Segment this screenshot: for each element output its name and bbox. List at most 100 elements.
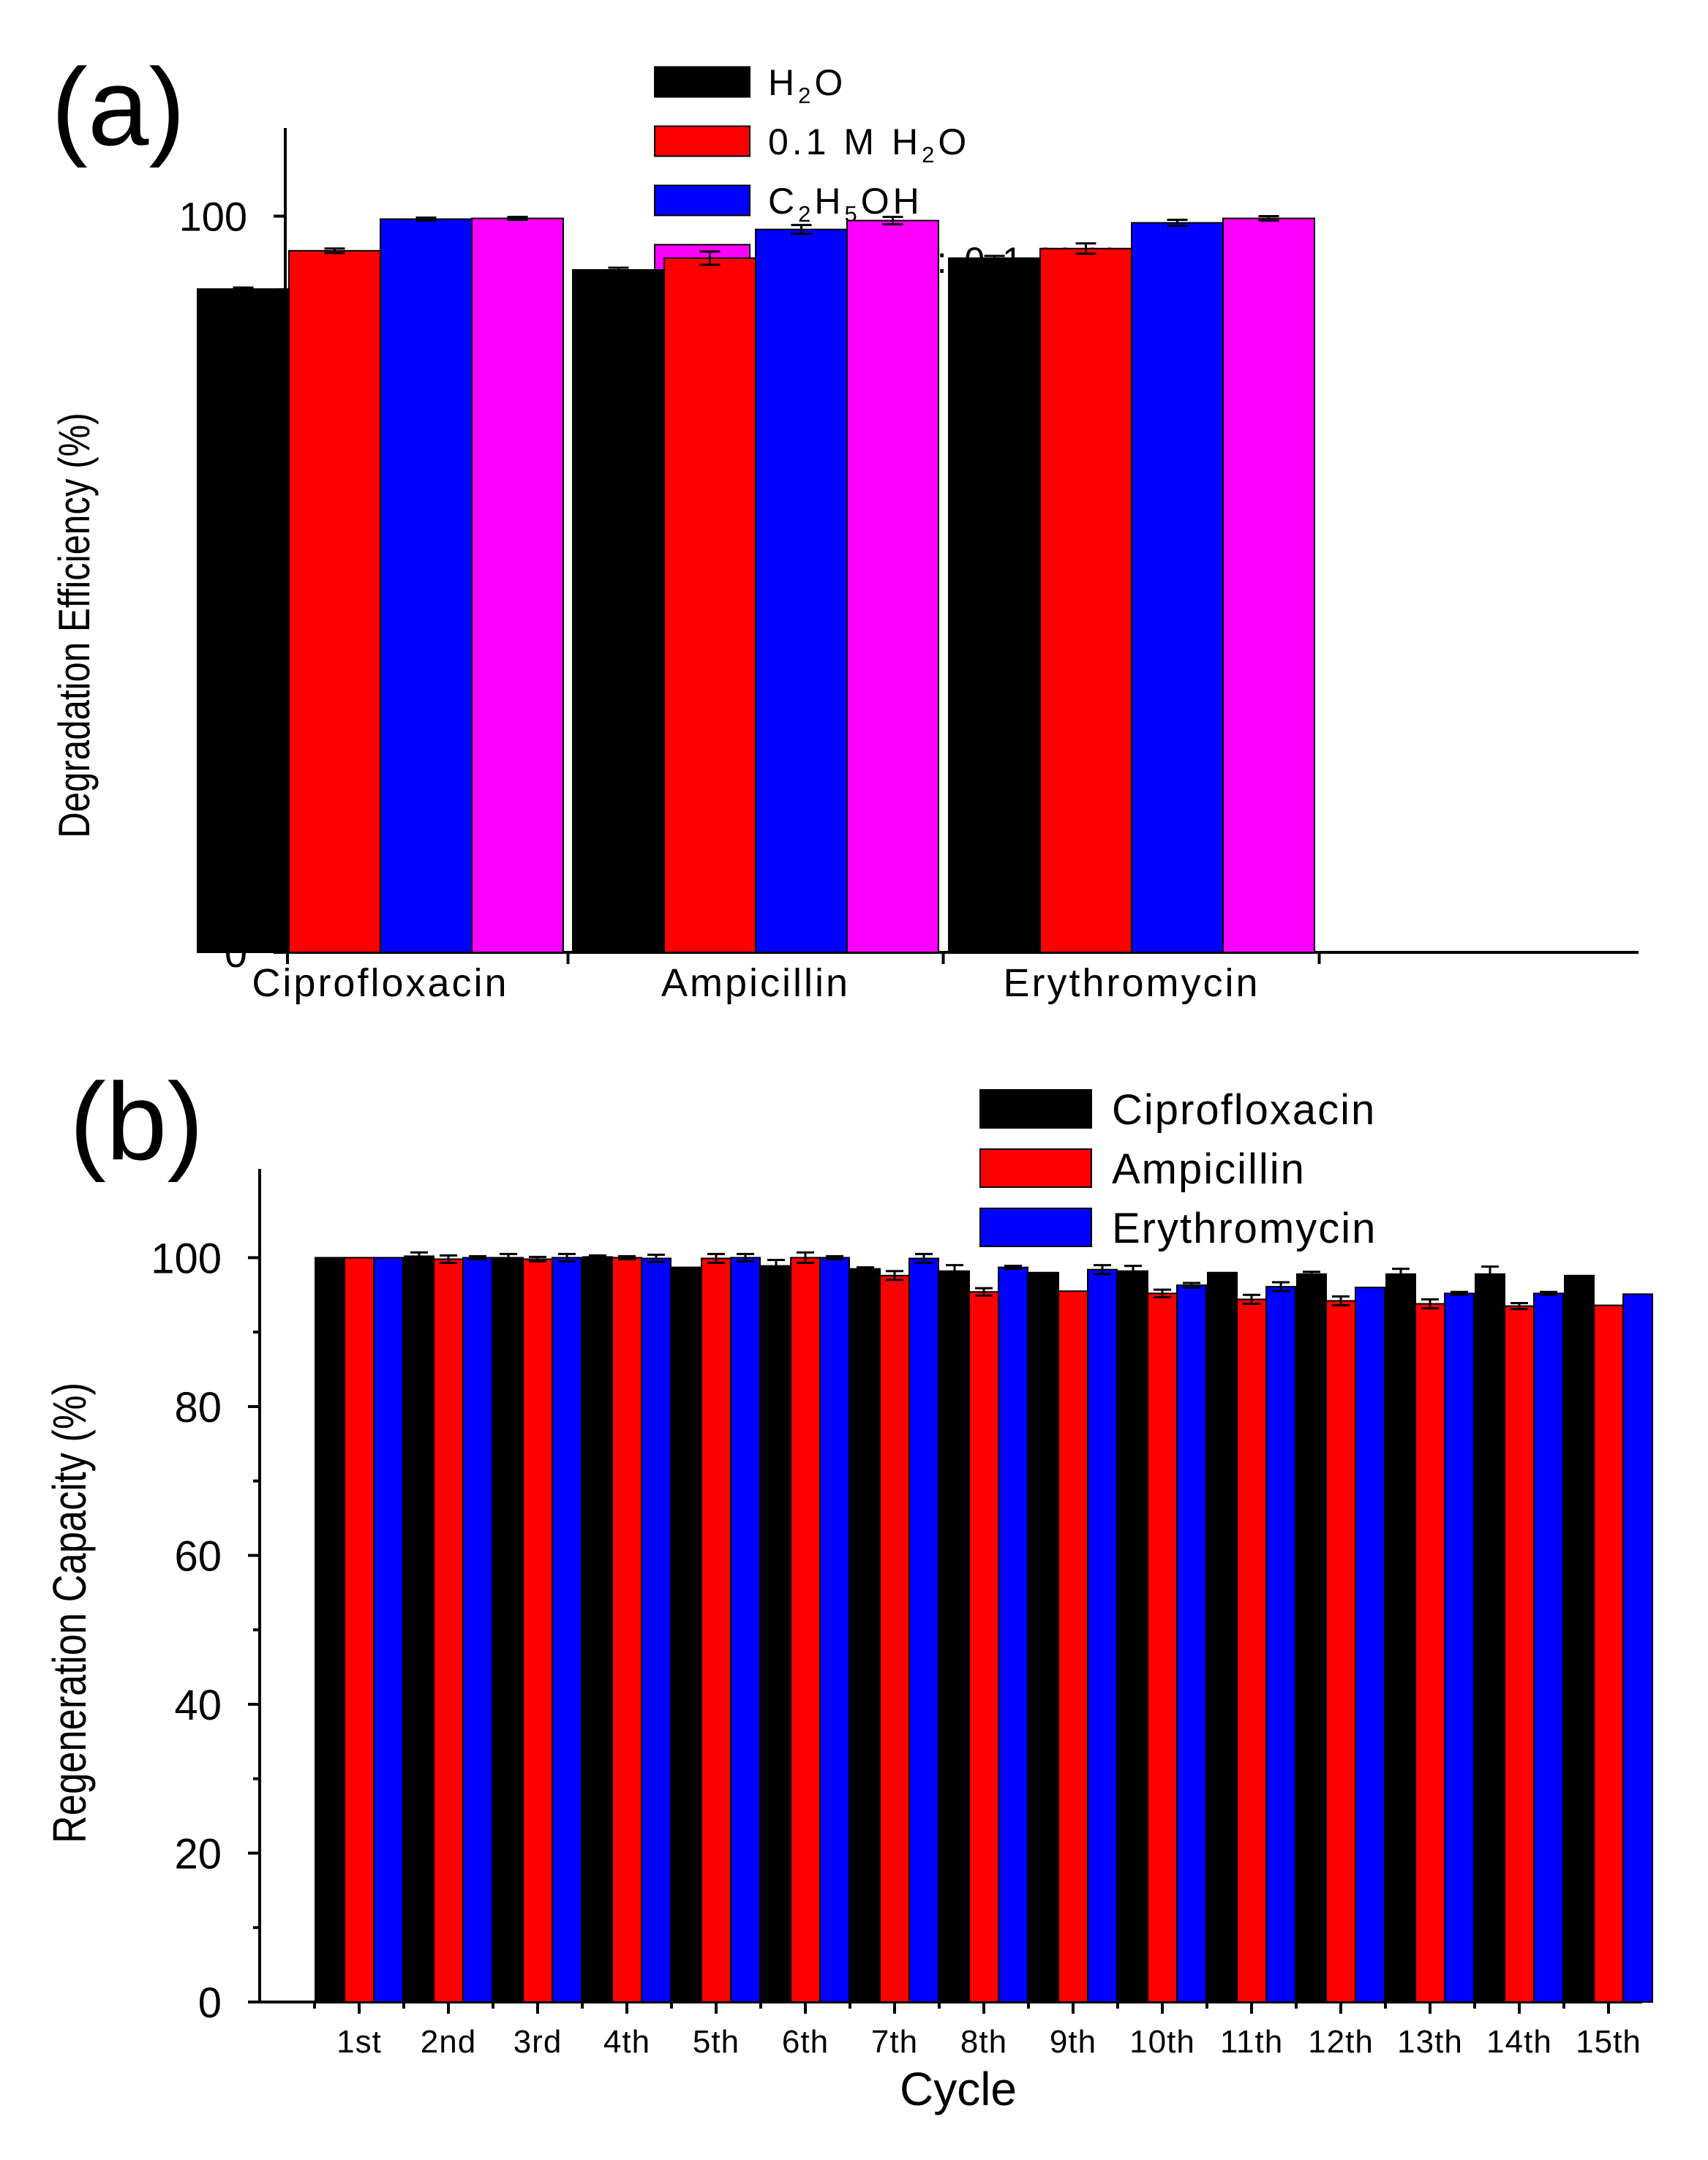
x-tick-label: 7th — [871, 2024, 918, 2060]
y-tick-label: 40 — [202, 636, 247, 682]
y-tick-label: 0 — [225, 930, 247, 976]
legend-label: 0.1 M H2O — [768, 121, 970, 168]
bar-erythromycin-10th — [1176, 1284, 1207, 2003]
bar-erythromycin-15th — [1622, 1293, 1653, 2003]
bar-ciprofloxacin-3rd — [493, 1257, 524, 2003]
bar-h2o-erythromycin — [948, 257, 1041, 954]
y-tick-label: 80 — [174, 1384, 222, 1431]
x-tick-label: 10th — [1129, 2024, 1195, 2060]
error-bar — [410, 1251, 428, 1261]
bar-0-1-m-h2o-erythromycin — [1039, 247, 1132, 953]
panel-b-label: (b) — [69, 1060, 203, 1183]
x-tick-label: 8th — [960, 2024, 1007, 2060]
error-bar — [1154, 1288, 1171, 1298]
legend-swatch — [654, 66, 750, 98]
bar-erythromycin-13th — [1444, 1292, 1475, 2003]
bar-c2h5oh-0-1-m-h2o-3-2--ampicillin — [846, 219, 939, 953]
bar-ampicillin-2nd — [433, 1258, 464, 2003]
error-bar — [1243, 1293, 1260, 1305]
y-tick-label: 80 — [202, 341, 247, 387]
bar-ampicillin-11th — [1236, 1298, 1267, 2003]
bar-erythromycin-7th — [908, 1257, 939, 2003]
x-tick-label: Ciprofloxacin — [252, 961, 508, 1005]
bar-erythromycin-8th — [998, 1266, 1028, 2003]
error-bar — [1511, 1301, 1528, 1311]
x-tick-label: Ampicillin — [661, 961, 850, 1005]
bar-ciprofloxacin-7th — [850, 1268, 881, 2003]
chart-panel-b: (b) CiprofloxacinAmpicillinErythromycin … — [44, 1060, 1653, 2115]
bar-0-1-m-h2o-ampicillin — [663, 257, 756, 954]
panel-a-bars — [197, 215, 1315, 954]
legend-swatch — [979, 1208, 1092, 1247]
error-bar — [647, 1253, 665, 1264]
bar-erythromycin-2nd — [462, 1257, 493, 2003]
bar-erythromycin-6th — [819, 1257, 850, 2003]
error-bar — [707, 1252, 725, 1265]
bar-erythromycin-5th — [730, 1257, 761, 2003]
bar-erythromycin-12th — [1355, 1287, 1385, 2003]
error-bar — [946, 1264, 963, 1279]
panel-a-y-axis-label: Degradation Efficiency (%) — [49, 413, 99, 838]
error-bar — [886, 1270, 903, 1282]
legend-label: H2O — [768, 62, 846, 108]
y-tick-label: 0 — [198, 1979, 222, 2027]
bar-ciprofloxacin-15th — [1564, 1274, 1595, 2003]
x-tick-label: 4th — [603, 2024, 650, 2060]
x-tick-label: 6th — [782, 2024, 829, 2060]
x-tick-label: 11th — [1220, 2024, 1283, 2060]
error-bar — [857, 1266, 874, 1272]
error-bar — [589, 1254, 606, 1260]
error-bar — [324, 247, 345, 255]
bar-c2h5oh-0-1-m-h2o-3-2--ciprofloxacin — [471, 217, 564, 953]
error-bar — [415, 217, 437, 222]
legend-label: C2H5OH — [768, 181, 923, 227]
error-bar — [1272, 1281, 1290, 1292]
legend-swatch — [979, 1089, 1092, 1129]
error-bar — [1124, 1265, 1142, 1278]
error-bar — [737, 1252, 754, 1262]
legend-swatch — [654, 125, 750, 157]
bar-ampicillin-10th — [1147, 1292, 1178, 2003]
x-tick-label: 1st — [336, 2024, 382, 2060]
bar-ampicillin-13th — [1415, 1303, 1445, 2003]
bar-c2h5oh-erythromycin — [1131, 222, 1224, 953]
error-bar — [1392, 1268, 1410, 1281]
bar-ciprofloxacin-11th — [1207, 1271, 1238, 2003]
error-bar — [1540, 1290, 1557, 1296]
y-tick-label: 20 — [202, 783, 247, 829]
bar-ampicillin-5th — [701, 1257, 731, 2003]
x-tick-label: 3rd — [513, 2024, 563, 2060]
x-tick-label: Erythromycin — [1003, 961, 1260, 1005]
bar-c2h5oh-0-1-m-h2o-3-2--erythromycin — [1222, 217, 1315, 953]
legend-swatch — [654, 184, 750, 217]
error-bar — [1167, 219, 1188, 227]
error-bar — [1075, 242, 1096, 255]
error-bar — [826, 1254, 843, 1260]
error-bar — [529, 1255, 546, 1262]
panel-b-x-axis-label: Cycle — [900, 2063, 1017, 2115]
bar-ciprofloxacin-8th — [939, 1270, 970, 2003]
panel-b-x-tick-labels: 1st 2nd 3rd 4th 5th 6th 7th 8th 9th 10th 11th 12th 1… — [336, 2024, 1641, 2060]
bar-ciprofloxacin-12th — [1296, 1273, 1327, 2003]
bar-ciprofloxacin-10th — [1118, 1270, 1148, 2003]
bar-ampicillin-6th — [790, 1257, 821, 2003]
x-tick-label: 12th — [1308, 2024, 1374, 2060]
bar-ampicillin-1st — [344, 1257, 375, 2003]
error-bar — [1451, 1290, 1468, 1296]
legend-label: Ciprofloxacin — [1112, 1086, 1376, 1134]
bar-ampicillin-15th — [1593, 1304, 1624, 2003]
legend-label: Erythromycin — [1112, 1205, 1377, 1252]
error-bar — [797, 1251, 814, 1265]
bar-c2h5oh-ciprofloxacin — [380, 218, 473, 953]
x-tick-label: 14th — [1486, 2024, 1552, 2060]
y-tick-label: 20 — [174, 1830, 222, 1878]
error-bar — [1183, 1282, 1200, 1289]
bar-ampicillin-7th — [879, 1274, 910, 2003]
bar-erythromycin-1st — [373, 1257, 404, 2003]
error-bar — [767, 1258, 785, 1273]
bar-erythromycin-3rd — [552, 1257, 582, 2003]
panel-b-y-tick-labels: 0 20 40 60 80 100 — [151, 1235, 222, 2027]
error-bar — [1421, 1298, 1439, 1310]
bar-ampicillin-3rd — [522, 1258, 553, 2003]
